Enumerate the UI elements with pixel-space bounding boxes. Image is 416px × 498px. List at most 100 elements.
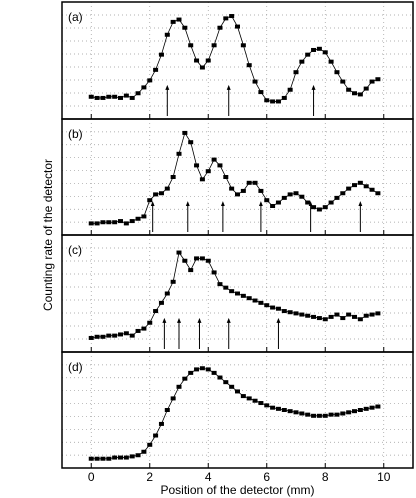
data-point — [334, 412, 340, 417]
data-point — [287, 310, 293, 315]
data-point — [235, 24, 240, 29]
data-point — [135, 328, 141, 333]
data-point — [100, 456, 106, 461]
panel-frame — [61, 1, 414, 120]
data-point — [141, 214, 147, 219]
data-point — [305, 313, 311, 318]
data-point — [194, 163, 200, 168]
data-point — [375, 77, 381, 82]
data-line — [91, 131, 379, 224]
data-point — [158, 300, 164, 305]
data-point — [223, 16, 229, 21]
data-point — [205, 58, 211, 63]
data-point — [94, 334, 100, 339]
data-point — [223, 175, 229, 179]
panel-frame — [61, 351, 414, 469]
data-point — [299, 59, 305, 64]
data-point — [258, 90, 264, 95]
data-point — [135, 91, 141, 96]
data-point — [328, 200, 334, 205]
data-point — [100, 334, 106, 339]
data-point — [252, 298, 258, 303]
data-point — [270, 305, 276, 310]
data-point — [264, 403, 270, 408]
data-point — [217, 282, 223, 287]
data-point — [369, 187, 375, 192]
data-point — [123, 455, 129, 460]
data-point — [147, 442, 153, 447]
data-point — [176, 384, 182, 389]
data-point — [340, 411, 346, 416]
data-point — [240, 188, 246, 193]
data-point — [217, 163, 223, 168]
data-point — [199, 65, 205, 70]
data-point — [246, 180, 252, 185]
data-point — [246, 396, 252, 401]
data-point — [270, 99, 276, 104]
data-point — [293, 410, 299, 415]
data-point — [375, 404, 381, 409]
data-point — [311, 413, 317, 418]
data-point — [188, 43, 194, 48]
data-point — [346, 410, 352, 415]
data-point — [141, 449, 147, 454]
data-point — [229, 186, 235, 191]
data-point — [305, 412, 311, 417]
data-point — [129, 454, 135, 459]
data-point — [141, 326, 147, 331]
data-point — [158, 421, 164, 426]
data-point — [340, 191, 346, 196]
data-point — [252, 79, 258, 84]
data-point — [211, 270, 217, 275]
data-point — [340, 79, 346, 84]
data-point — [182, 258, 188, 263]
data-point — [188, 140, 194, 145]
data-point — [217, 375, 223, 380]
data-point — [357, 408, 363, 412]
data-point — [112, 94, 118, 99]
data-point — [229, 14, 235, 19]
data-point — [281, 309, 287, 314]
data-point — [281, 195, 287, 200]
data-point — [328, 314, 334, 319]
data-point — [164, 291, 170, 296]
data-point — [147, 198, 153, 203]
data-point — [106, 220, 112, 225]
data-point — [129, 219, 135, 224]
data-point — [322, 205, 328, 210]
data-point — [334, 312, 340, 317]
data-point — [88, 221, 94, 226]
data-point — [270, 204, 276, 208]
data-point — [293, 191, 299, 196]
data-point — [363, 313, 369, 318]
data-point — [217, 25, 223, 30]
data-point — [275, 306, 281, 311]
data-point — [246, 63, 252, 68]
data-point — [182, 25, 188, 30]
data-point — [281, 95, 287, 100]
data-point — [170, 396, 176, 401]
data-point — [88, 94, 94, 99]
data-point — [369, 405, 375, 410]
data-line — [91, 15, 379, 102]
data-point — [357, 317, 363, 322]
x-tick-label: 10 — [377, 470, 391, 484]
data-point — [299, 411, 305, 416]
data-point — [246, 296, 252, 301]
data-point — [258, 188, 264, 193]
data-point — [176, 17, 182, 22]
data-point — [223, 285, 229, 290]
data-point — [170, 19, 176, 24]
data-point — [194, 367, 200, 372]
data-point — [211, 157, 217, 162]
data-point — [264, 98, 270, 103]
data-point — [94, 95, 100, 100]
data-point — [346, 186, 352, 191]
data-point — [328, 59, 334, 64]
data-point — [106, 456, 112, 461]
data-point — [240, 394, 246, 399]
data-point — [369, 312, 375, 317]
data-point — [322, 413, 328, 418]
data-point — [346, 312, 352, 317]
